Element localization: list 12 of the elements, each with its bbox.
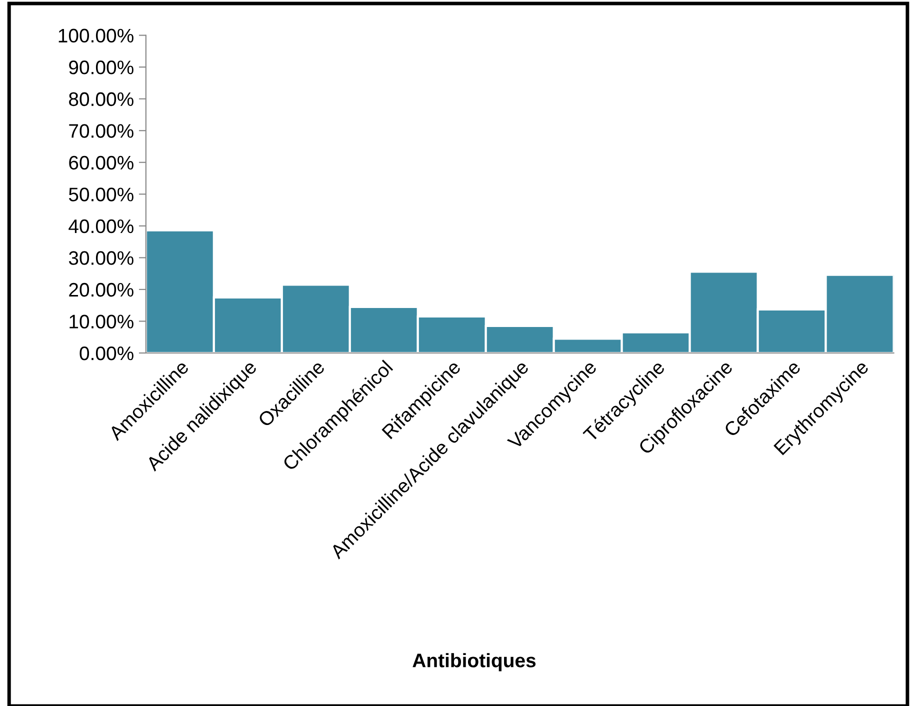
y-tick-label: 50.00%	[68, 188, 134, 202]
y-tick-label: 20.00%	[69, 282, 134, 297]
y-tick-label: 40.00%	[68, 219, 134, 234]
y-tick-label: 60.00%	[69, 156, 134, 170]
y-tick-label: 0.00%	[80, 346, 134, 360]
y-tick-label: 10.00%	[70, 314, 134, 328]
x-axis-title: Antibiotiques	[412, 653, 536, 672]
y-tick-label: 100.00%	[58, 28, 134, 43]
y-tick-label: 80.00%	[69, 92, 134, 106]
y-tick-label: 70.00%	[69, 124, 134, 138]
y-tick-label: 90.00%	[69, 60, 134, 74]
y-tick-label: 30.00%	[68, 251, 134, 265]
